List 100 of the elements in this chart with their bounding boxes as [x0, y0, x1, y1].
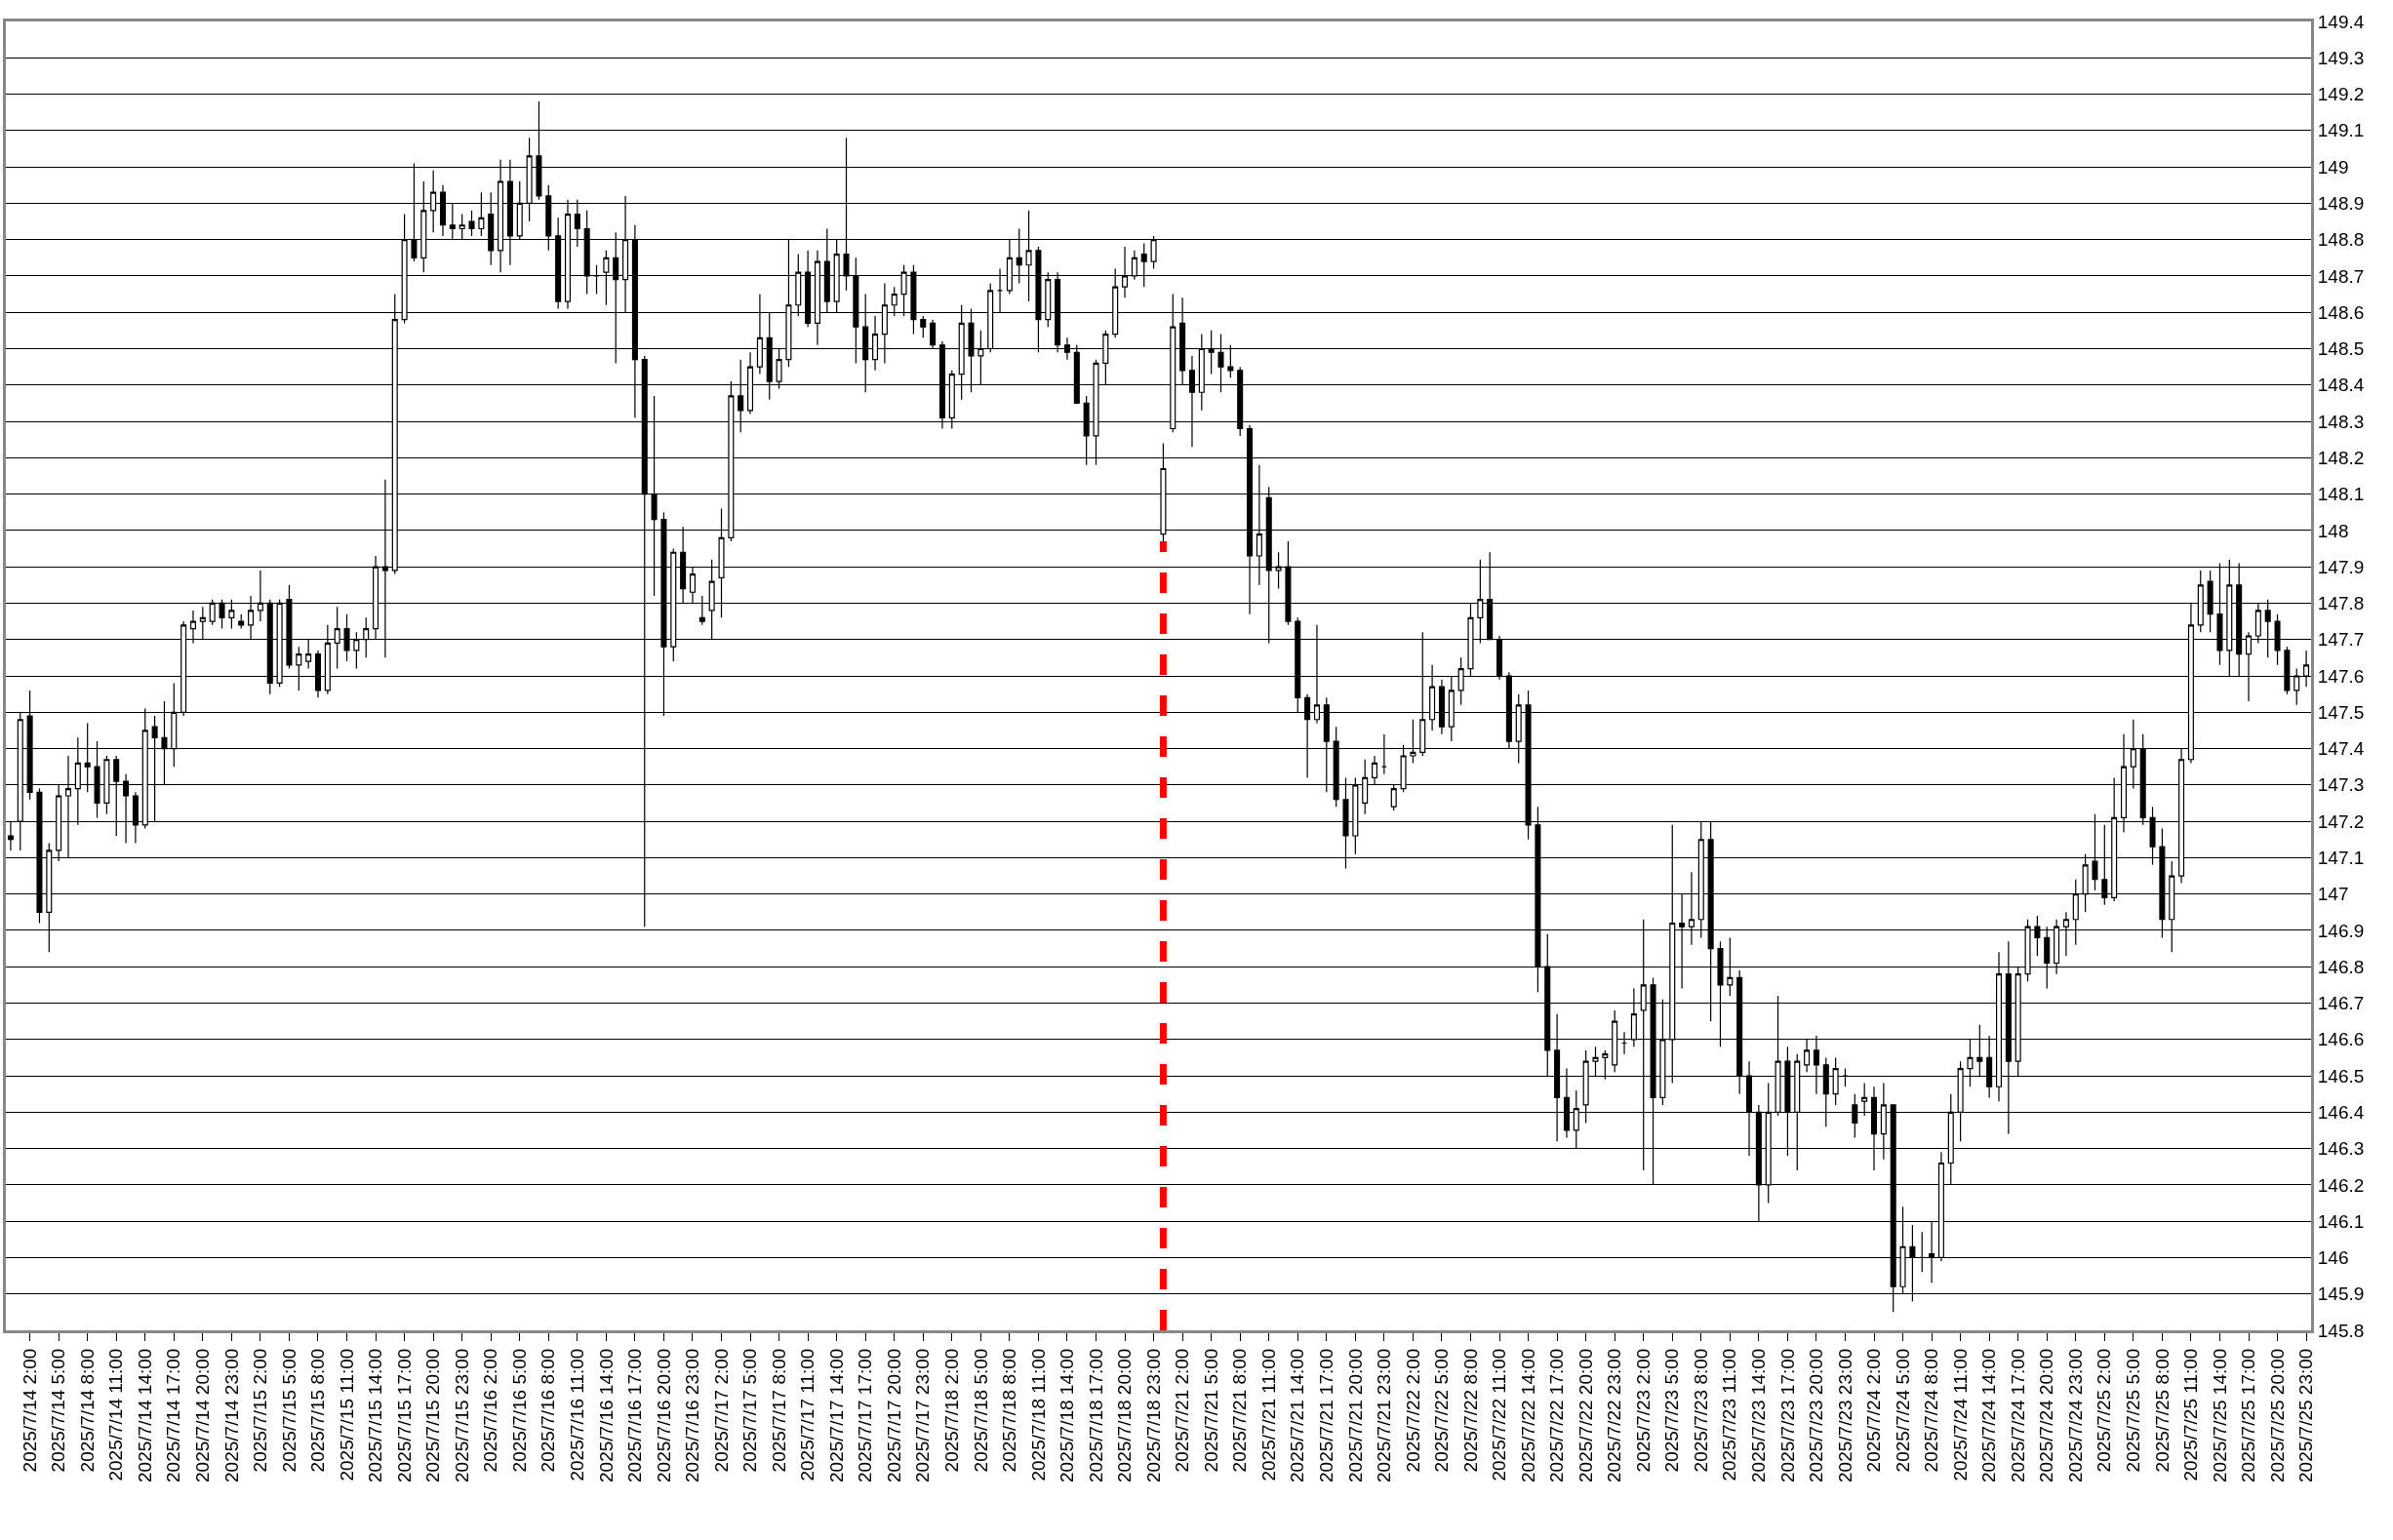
x-tick-label: 2025/7/16 2:00 — [480, 1348, 501, 1473]
x-tick-label: 2025/7/17 14:00 — [825, 1348, 847, 1482]
x-tick-label: 2025/7/17 2:00 — [710, 1348, 732, 1473]
y-tick-label: 147.1 — [2317, 848, 2365, 869]
y-tick-label: 148.2 — [2317, 447, 2365, 468]
x-tick-label: 2025/7/24 20:00 — [2036, 1348, 2057, 1482]
x-tick-label: 2025/7/18 2:00 — [940, 1348, 962, 1473]
x-tick-label: 2025/7/22 8:00 — [1459, 1348, 1481, 1473]
x-tick-label: 2025/7/24 2:00 — [1863, 1348, 1885, 1473]
y-tick-label: 146.8 — [2317, 956, 2365, 977]
x-tick-label: 2025/7/21 5:00 — [1200, 1348, 1221, 1473]
y-tick-label: 149.4 — [2317, 11, 2365, 32]
x-tick-label: 2025/7/23 8:00 — [1690, 1348, 1711, 1473]
x-tick-label: 2025/7/24 11:00 — [1949, 1348, 1971, 1481]
y-tick-label: 145.9 — [2317, 1283, 2365, 1305]
x-tick-label: 2025/7/22 5:00 — [1431, 1348, 1453, 1473]
x-tick-label: 2025/7/14 2:00 — [19, 1348, 40, 1473]
x-tick-label: 2025/7/23 2:00 — [1632, 1348, 1654, 1473]
x-tick-label: 2025/7/25 8:00 — [2151, 1348, 2173, 1473]
x-tick-label: 2025/7/22 17:00 — [1546, 1348, 1568, 1482]
x-tick-label: 2025/7/22 20:00 — [1575, 1348, 1596, 1482]
x-tick-label: 2025/7/15 20:00 — [422, 1348, 444, 1482]
x-tick-label: 2025/7/15 5:00 — [278, 1348, 299, 1473]
x-tick-label: 2025/7/21 11:00 — [1257, 1348, 1279, 1481]
x-tick-label: 2025/7/23 11:00 — [1719, 1348, 1740, 1481]
x-tick-label: 2025/7/21 23:00 — [1374, 1348, 1395, 1482]
x-tick-label: 2025/7/15 23:00 — [451, 1348, 472, 1482]
y-tick-label: 149 — [2317, 156, 2349, 178]
x-tick-label: 2025/7/14 11:00 — [105, 1348, 127, 1481]
x-tick-label: 2025/7/17 17:00 — [855, 1348, 876, 1482]
y-tick-label: 148 — [2317, 520, 2349, 541]
x-tick-label: 2025/7/24 23:00 — [2064, 1348, 2086, 1482]
y-tick-label: 146.7 — [2317, 993, 2365, 1014]
y-tick-label: 146 — [2317, 1247, 2349, 1269]
y-tick-label: 147 — [2317, 884, 2349, 905]
x-tick-label: 2025/7/23 14:00 — [1748, 1348, 1770, 1482]
y-tick-label: 146.4 — [2317, 1101, 2365, 1123]
x-tick-label: 2025/7/15 2:00 — [250, 1348, 271, 1473]
candlestick — [920, 315, 927, 338]
y-tick-label: 146.5 — [2317, 1065, 2365, 1086]
x-tick-label: 2025/7/15 17:00 — [393, 1348, 415, 1482]
x-tick-label: 2025/7/18 5:00 — [970, 1348, 991, 1473]
x-tick-label: 2025/7/14 23:00 — [220, 1348, 242, 1482]
x-tick-label: 2025/7/21 8:00 — [1229, 1348, 1251, 1473]
x-tick-label: 2025/7/22 11:00 — [1489, 1348, 1510, 1481]
y-tick-label: 147.2 — [2317, 810, 2365, 832]
x-tick-label: 2025/7/15 11:00 — [336, 1348, 357, 1481]
x-tick-label: 2025/7/15 8:00 — [307, 1348, 329, 1473]
x-tick-label: 2025/7/25 17:00 — [2238, 1348, 2259, 1482]
y-tick-label: 148.1 — [2317, 484, 2365, 505]
x-tick-label: 2025/7/25 23:00 — [2295, 1348, 2317, 1482]
y-tick-label: 149.1 — [2317, 120, 2365, 141]
y-tick-label: 149.3 — [2317, 47, 2365, 68]
x-tick-label: 2025/7/24 5:00 — [1892, 1348, 1913, 1473]
x-tick-label: 2025/7/22 2:00 — [1402, 1348, 1423, 1473]
x-tick-label: 2025/7/21 17:00 — [1315, 1348, 1336, 1482]
y-tick-label: 147.7 — [2317, 629, 2365, 651]
x-tick-label: 2025/7/17 20:00 — [883, 1348, 904, 1482]
x-tick-label: 2025/7/25 20:00 — [2266, 1348, 2288, 1482]
x-tick-label: 2025/7/14 8:00 — [76, 1348, 98, 1473]
y-tick-label: 149.2 — [2317, 84, 2365, 105]
y-tick-label: 147.9 — [2317, 556, 2365, 577]
x-tick-label: 2025/7/18 20:00 — [1114, 1348, 1136, 1482]
x-tick-label: 2025/7/23 17:00 — [1776, 1348, 1798, 1482]
y-tick-label: 148.9 — [2317, 193, 2365, 215]
y-tick-label: 148.4 — [2317, 375, 2365, 396]
x-tick-label: 2025/7/17 11:00 — [797, 1348, 818, 1481]
y-tick-label: 146.1 — [2317, 1210, 2365, 1232]
x-tick-label: 2025/7/18 17:00 — [1085, 1348, 1106, 1482]
y-tick-label: 147.3 — [2317, 774, 2365, 796]
y-tick-label: 148.3 — [2317, 411, 2365, 432]
x-tick-label: 2025/7/18 23:00 — [1142, 1348, 1164, 1482]
x-tick-label: 2025/7/25 2:00 — [2094, 1348, 2115, 1473]
x-tick-label: 2025/7/22 23:00 — [1604, 1348, 1625, 1482]
x-tick-label: 2025/7/24 17:00 — [2007, 1348, 2028, 1482]
y-tick-label: 148.5 — [2317, 338, 2365, 360]
x-tick-label: 2025/7/15 14:00 — [365, 1348, 386, 1482]
x-tick-label: 2025/7/23 20:00 — [1806, 1348, 1827, 1482]
x-tick-label: 2025/7/14 17:00 — [163, 1348, 184, 1482]
x-tick-label: 2025/7/21 20:00 — [1344, 1348, 1366, 1482]
y-tick-label: 148.6 — [2317, 301, 2365, 323]
x-tick-label: 2025/7/24 14:00 — [1978, 1348, 2000, 1482]
x-tick-label: 2025/7/23 5:00 — [1661, 1348, 1683, 1473]
y-tick-label: 148.8 — [2317, 229, 2365, 251]
x-tick-label: 2025/7/16 17:00 — [624, 1348, 646, 1482]
x-tick-label: 2025/7/18 8:00 — [999, 1348, 1020, 1473]
x-tick-label: 2025/7/25 5:00 — [2123, 1348, 2144, 1473]
x-tick-label: 2025/7/14 5:00 — [48, 1348, 69, 1473]
x-tick-label: 2025/7/23 23:00 — [1834, 1348, 1855, 1482]
x-tick-label: 2025/7/14 20:00 — [192, 1348, 214, 1482]
x-tick-label: 2025/7/16 20:00 — [653, 1348, 674, 1482]
x-tick-label: 2025/7/16 11:00 — [567, 1348, 588, 1481]
x-tick-label: 2025/7/14 14:00 — [134, 1348, 155, 1482]
y-tick-label: 147.6 — [2317, 665, 2365, 687]
candlestick — [468, 210, 475, 237]
x-tick-label: 2025/7/16 14:00 — [595, 1348, 617, 1482]
y-tick-label: 146.6 — [2317, 1029, 2365, 1050]
x-tick-label: 2025/7/16 23:00 — [682, 1348, 703, 1482]
x-tick-label: 2025/7/16 8:00 — [538, 1348, 559, 1473]
x-tick-label: 2025/7/17 23:00 — [912, 1348, 934, 1482]
